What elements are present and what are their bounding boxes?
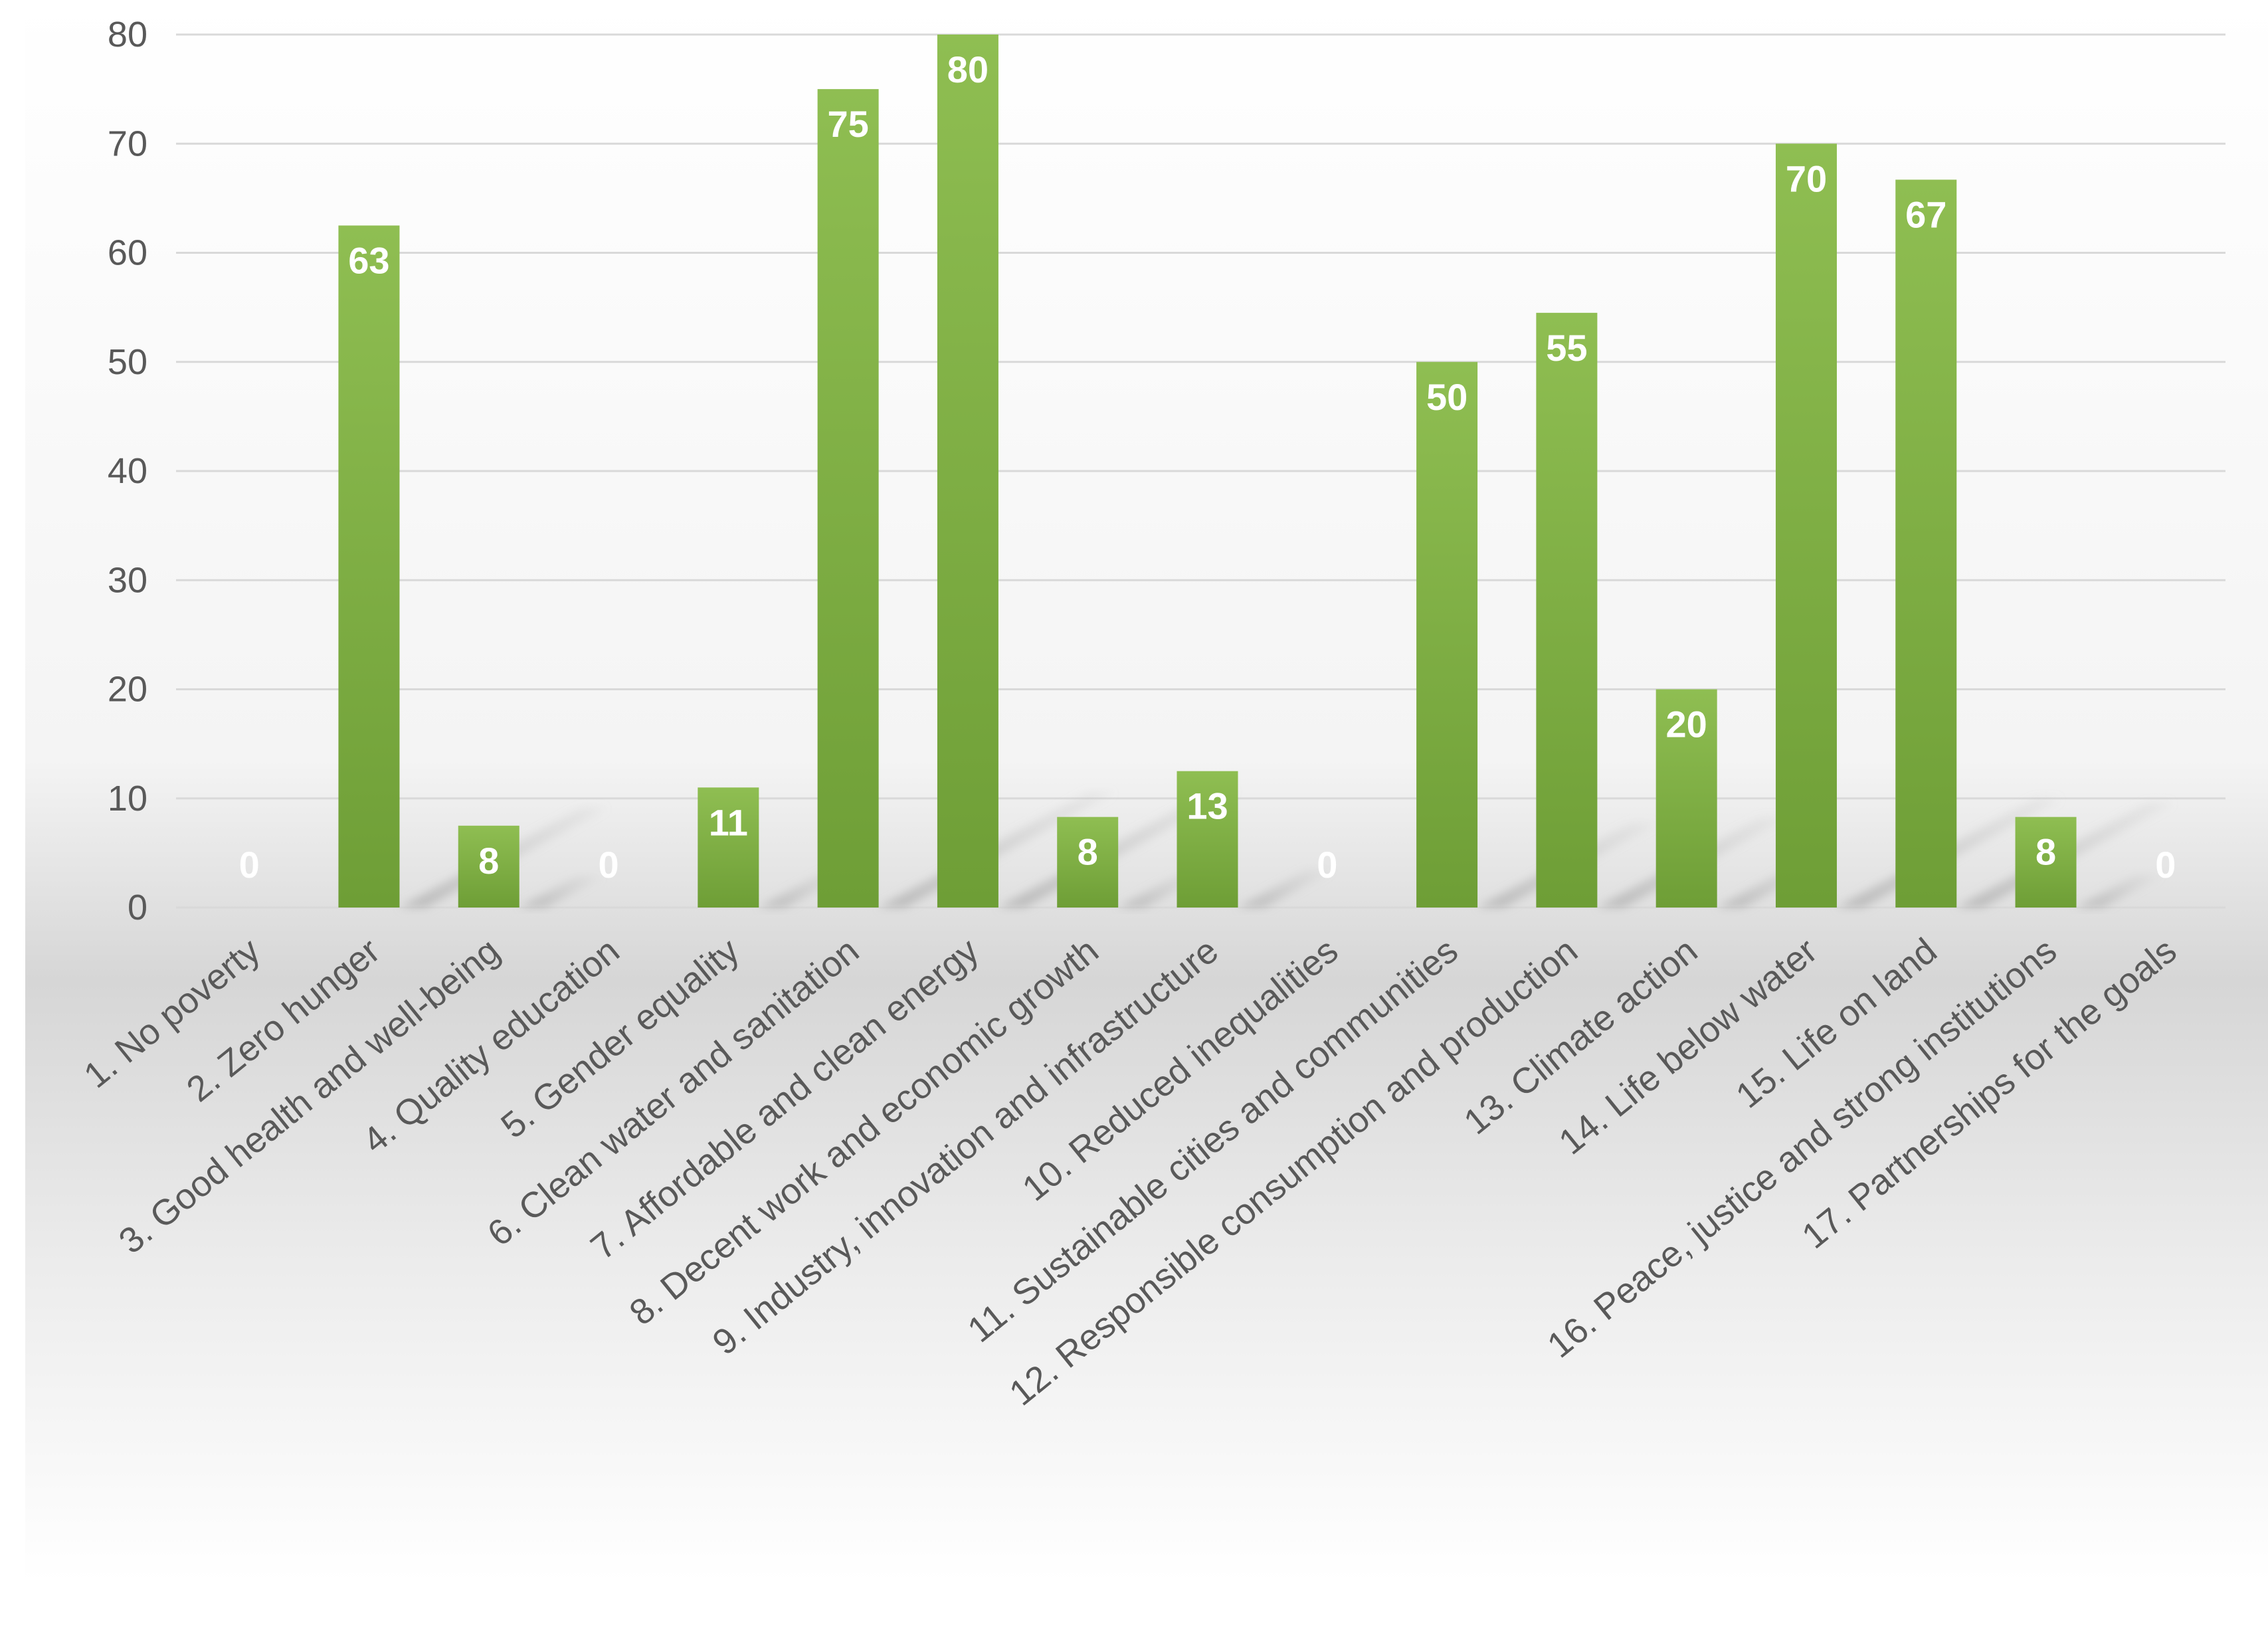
y-tick-label: 50 xyxy=(108,342,147,382)
data-label: 63 xyxy=(348,239,389,281)
y-tick-label: 20 xyxy=(108,670,147,710)
y-tick-label: 30 xyxy=(108,560,147,600)
bar xyxy=(1655,689,1717,908)
bar xyxy=(1775,144,1837,908)
bar xyxy=(817,89,879,908)
bar xyxy=(937,35,998,908)
bar-shadow xyxy=(1238,870,1333,908)
bar-shadow xyxy=(2076,875,2162,908)
data-label: 0 xyxy=(598,844,618,886)
data-label: 11 xyxy=(709,801,748,843)
data-label: 80 xyxy=(947,48,989,90)
y-axis-ticks: 0 10 20 30 40 50 60 70 80 xyxy=(108,15,147,927)
data-label: 50 xyxy=(1426,376,1467,418)
y-tick-label: 60 xyxy=(108,233,147,273)
bar-shadow xyxy=(519,876,603,908)
bar xyxy=(1536,312,1598,908)
bars xyxy=(338,35,2077,908)
bar xyxy=(1177,771,1238,908)
y-tick-label: 40 xyxy=(108,451,147,491)
data-label: 0 xyxy=(1317,844,1337,886)
bar xyxy=(698,787,759,908)
bar xyxy=(338,225,400,908)
data-label: 75 xyxy=(827,103,868,145)
data-label: 8 xyxy=(478,840,499,882)
data-label: 70 xyxy=(1786,157,1827,199)
data-label: 0 xyxy=(2155,844,2176,886)
y-tick-label: 0 xyxy=(128,888,147,927)
bar xyxy=(1895,179,1957,908)
bar xyxy=(1057,817,1119,908)
y-tick-label: 10 xyxy=(108,779,147,819)
y-tick-label: 70 xyxy=(108,124,147,163)
data-label: 67 xyxy=(1905,193,1946,235)
data-label: 8 xyxy=(2035,831,2056,873)
bar xyxy=(458,825,520,908)
bar xyxy=(1416,361,1478,908)
data-label: 55 xyxy=(1546,327,1587,369)
data-label: 13 xyxy=(1186,785,1228,827)
data-label: 8 xyxy=(1078,831,1098,873)
data-label: 0 xyxy=(239,844,260,886)
data-label: 20 xyxy=(1666,704,1707,745)
bar xyxy=(2015,817,2077,908)
y-tick-label: 80 xyxy=(108,15,147,54)
